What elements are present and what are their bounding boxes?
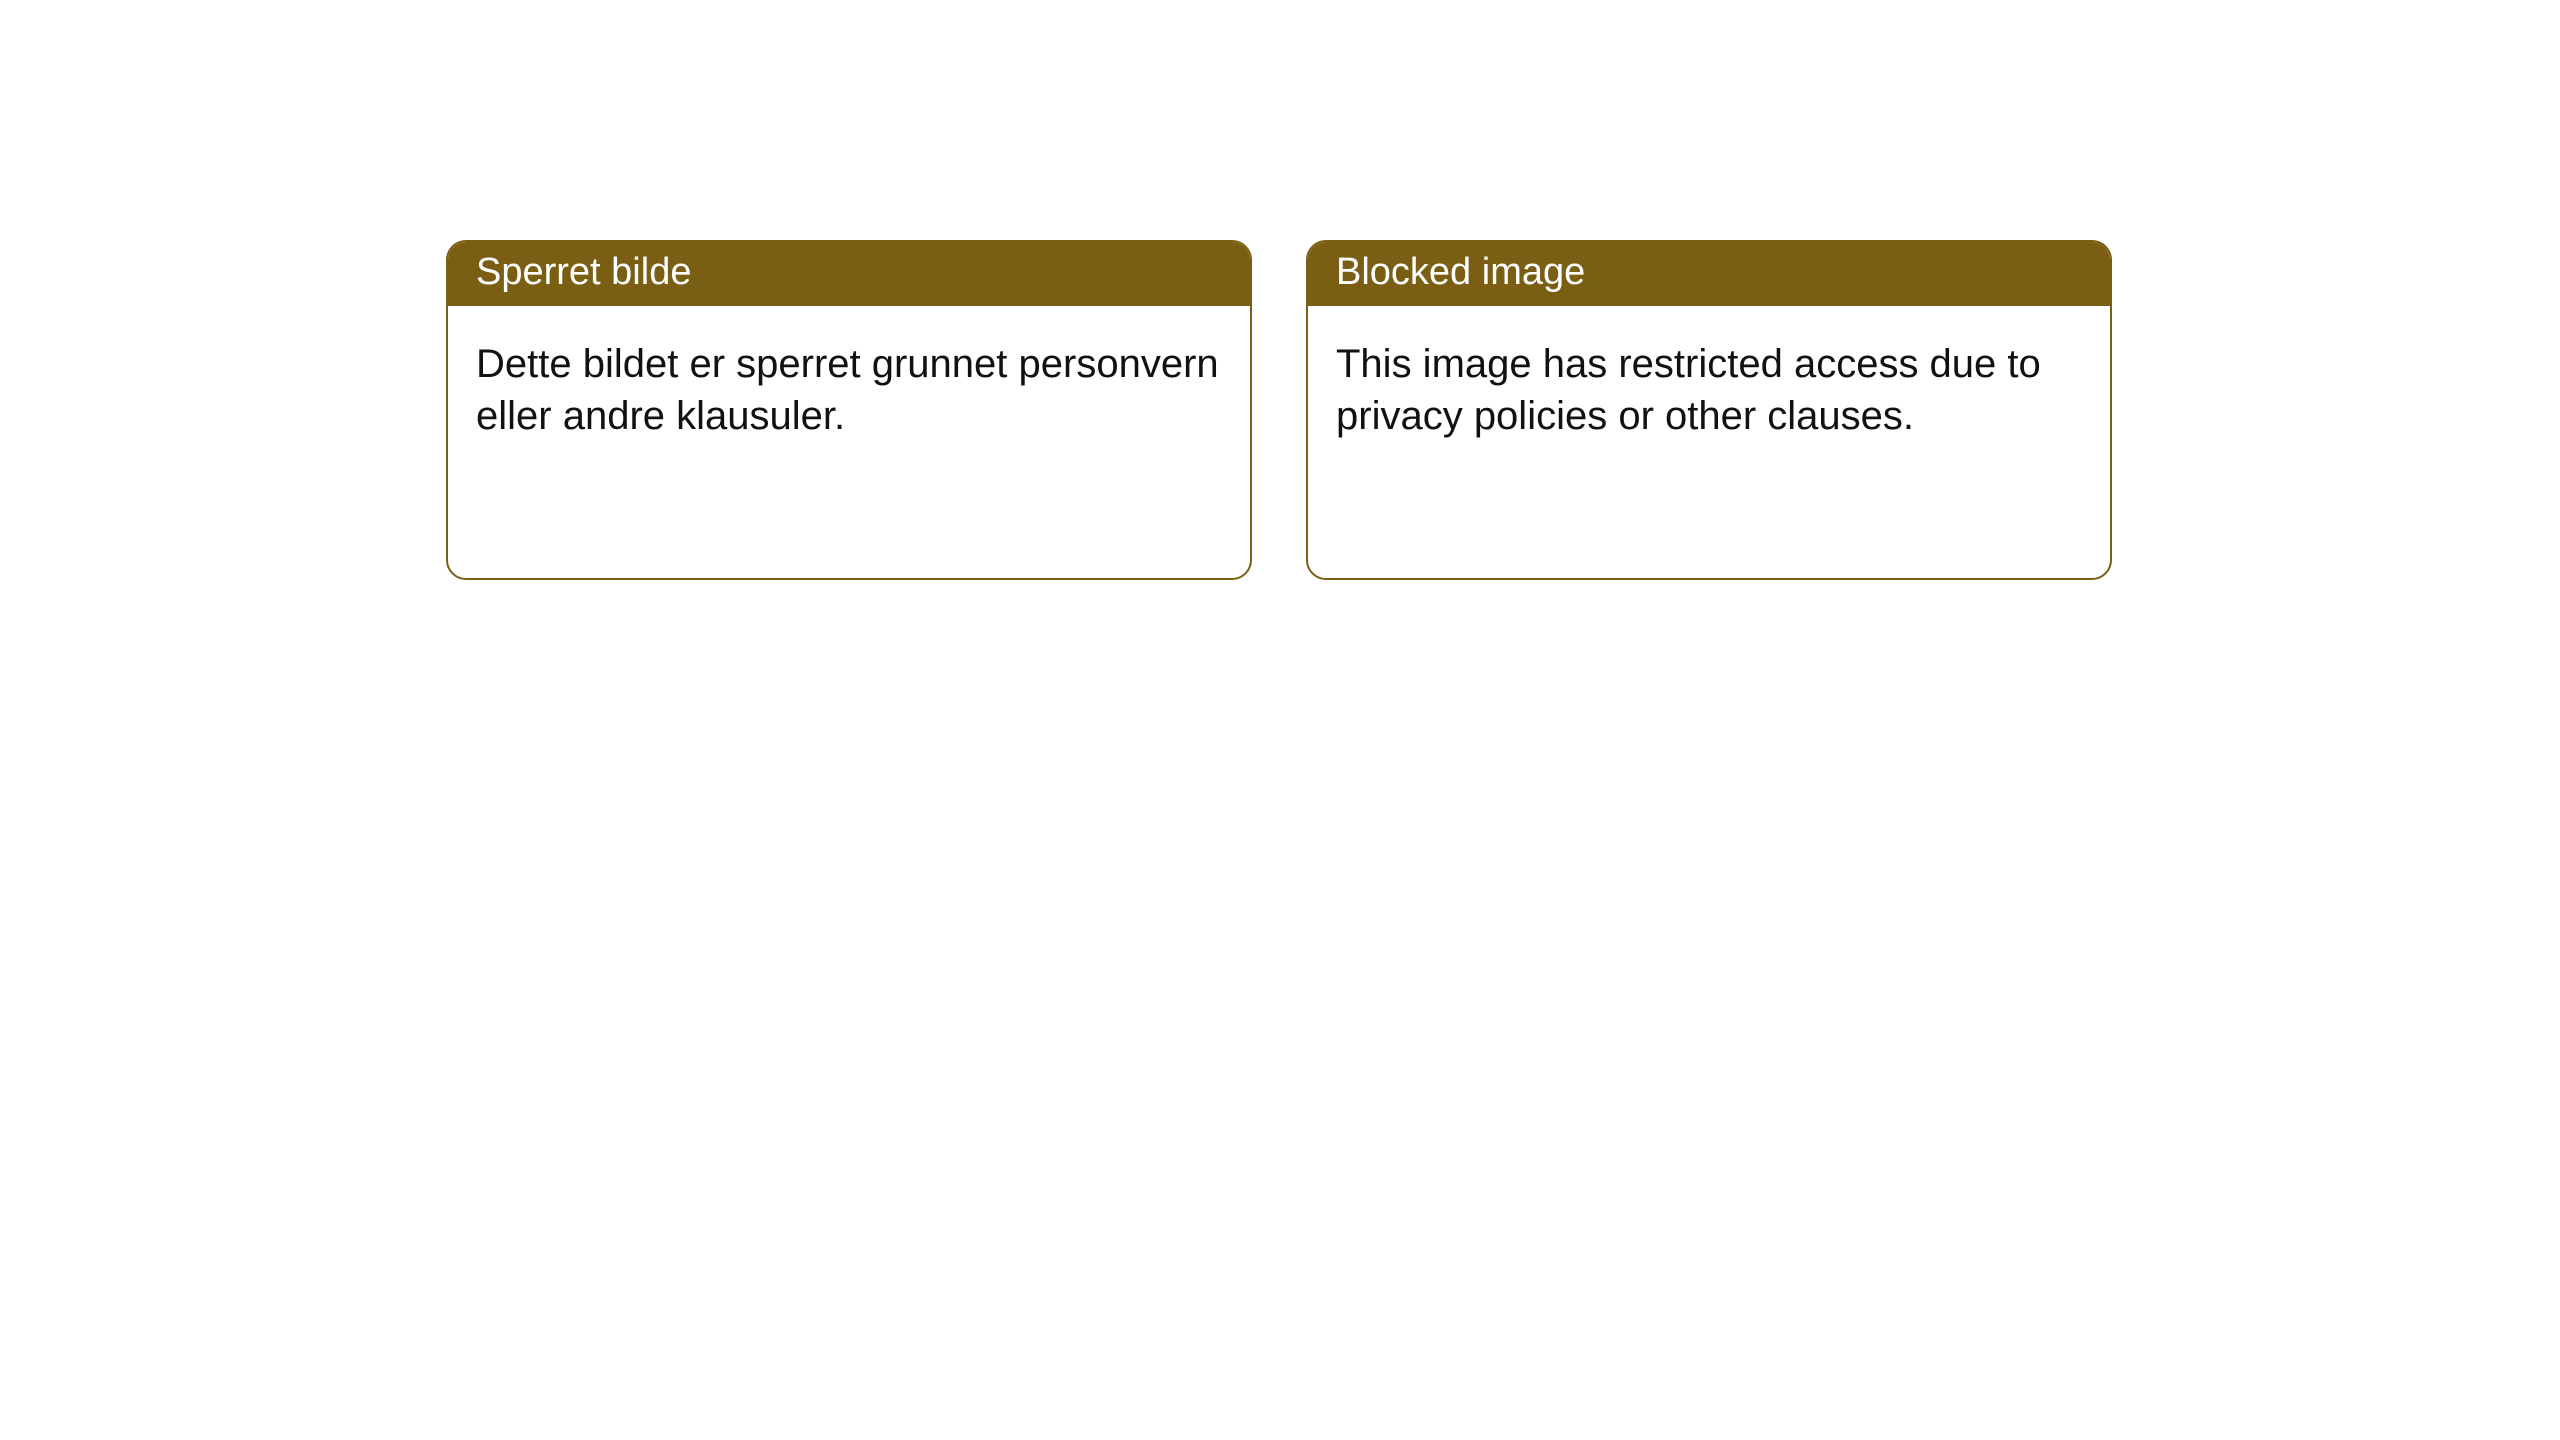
notice-header-english: Blocked image xyxy=(1308,242,2110,306)
notice-card-norwegian: Sperret bilde Dette bildet er sperret gr… xyxy=(446,240,1252,580)
notice-header-norwegian: Sperret bilde xyxy=(448,242,1250,306)
notice-body-english: This image has restricted access due to … xyxy=(1308,306,2110,474)
notice-container: Sperret bilde Dette bildet er sperret gr… xyxy=(0,0,2560,580)
notice-card-english: Blocked image This image has restricted … xyxy=(1306,240,2112,580)
notice-body-norwegian: Dette bildet er sperret grunnet personve… xyxy=(448,306,1250,474)
